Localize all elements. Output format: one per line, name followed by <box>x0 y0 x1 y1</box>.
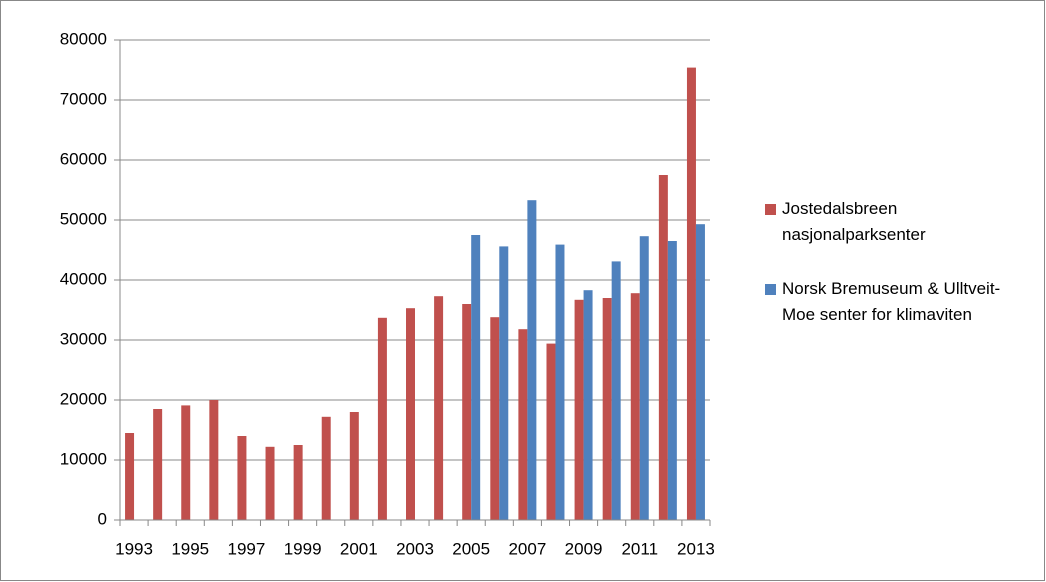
bar <box>611 261 621 520</box>
bar <box>546 343 556 520</box>
bar <box>349 412 359 520</box>
bar <box>265 446 275 520</box>
y-tick-label: 20000 <box>60 389 107 408</box>
x-tick-label: 1993 <box>115 539 153 558</box>
bar <box>499 246 509 520</box>
legend-label: Jostedalsbreen nasjonalparksenter <box>782 199 926 244</box>
bar <box>125 433 135 520</box>
y-tick-label: 10000 <box>60 449 107 468</box>
bar <box>602 298 612 520</box>
bar <box>237 436 247 520</box>
legend-item: Norsk Bremuseum & Ulltveit-Moe senter fo… <box>762 276 1012 328</box>
legend-swatch <box>765 204 776 215</box>
x-tick-label: 1995 <box>171 539 209 558</box>
bar <box>181 405 191 520</box>
x-tick-label: 1997 <box>228 539 266 558</box>
y-tick-label: 0 <box>98 509 107 528</box>
bar <box>377 317 387 520</box>
x-tick-label: 2009 <box>565 539 603 558</box>
bar <box>583 290 593 520</box>
x-tick-label: 1999 <box>284 539 322 558</box>
y-tick-label: 50000 <box>60 209 107 228</box>
x-tick-label: 2001 <box>340 539 378 558</box>
y-tick-label: 30000 <box>60 329 107 348</box>
legend-label: Norsk Bremuseum & Ulltveit-Moe senter fo… <box>782 279 1001 324</box>
y-tick-label: 40000 <box>60 269 107 288</box>
x-tick-label: 2003 <box>396 539 434 558</box>
bar <box>518 329 528 520</box>
x-tick-label: 2007 <box>508 539 546 558</box>
bar <box>527 200 537 520</box>
bar <box>639 236 649 520</box>
bar <box>695 224 705 520</box>
legend: Jostedalsbreen nasjonalparksenter Norsk B… <box>762 196 1032 356</box>
bar <box>434 296 444 520</box>
bar <box>471 235 481 520</box>
bar <box>667 241 677 520</box>
bar <box>555 244 565 520</box>
bar <box>490 317 500 520</box>
bar <box>658 175 668 520</box>
bar <box>293 445 303 520</box>
legend-swatch <box>765 284 776 295</box>
bar <box>209 400 219 520</box>
bar <box>630 293 640 520</box>
y-tick-label: 80000 <box>60 29 107 48</box>
bar <box>406 308 415 520</box>
y-tick-label: 60000 <box>60 149 107 168</box>
legend-item: Jostedalsbreen nasjonalparksenter <box>762 196 1012 248</box>
x-tick-label: 2013 <box>677 539 715 558</box>
bar <box>462 304 472 520</box>
bar <box>686 67 696 520</box>
bar <box>153 409 163 520</box>
x-tick-label: 2005 <box>452 539 490 558</box>
bar <box>321 416 331 520</box>
y-tick-label: 70000 <box>60 89 107 108</box>
x-tick-label: 2011 <box>621 539 658 558</box>
bar <box>574 299 584 520</box>
